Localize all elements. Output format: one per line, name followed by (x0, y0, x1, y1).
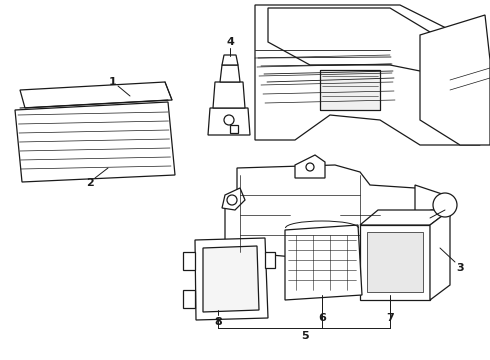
Polygon shape (285, 225, 362, 300)
Polygon shape (195, 238, 268, 320)
Polygon shape (222, 55, 238, 65)
Text: 4: 4 (226, 37, 234, 47)
Text: 1: 1 (109, 77, 117, 87)
Polygon shape (15, 102, 175, 182)
Polygon shape (360, 210, 450, 225)
Circle shape (306, 163, 314, 171)
Bar (367, 232, 423, 292)
Circle shape (227, 195, 237, 205)
Polygon shape (208, 108, 250, 135)
Polygon shape (222, 188, 245, 210)
Polygon shape (430, 210, 450, 300)
Circle shape (427, 210, 437, 220)
Polygon shape (220, 65, 240, 82)
Polygon shape (225, 165, 430, 258)
Bar (183, 290, 195, 308)
Polygon shape (295, 155, 325, 178)
Polygon shape (268, 8, 440, 75)
Bar (230, 125, 238, 133)
Text: 5: 5 (301, 331, 309, 341)
Polygon shape (415, 185, 450, 240)
Polygon shape (360, 225, 430, 300)
Polygon shape (255, 5, 480, 145)
Text: 7: 7 (386, 313, 394, 323)
Bar (265, 252, 275, 268)
Circle shape (224, 115, 234, 125)
Polygon shape (20, 82, 172, 108)
Bar (320, 70, 380, 110)
Circle shape (433, 193, 457, 217)
Text: 8: 8 (214, 317, 222, 327)
Text: 6: 6 (318, 313, 326, 323)
Polygon shape (203, 246, 259, 312)
Text: 2: 2 (86, 178, 94, 188)
Polygon shape (213, 82, 245, 108)
Bar (183, 252, 195, 270)
Polygon shape (420, 15, 490, 145)
Text: 3: 3 (456, 263, 464, 273)
